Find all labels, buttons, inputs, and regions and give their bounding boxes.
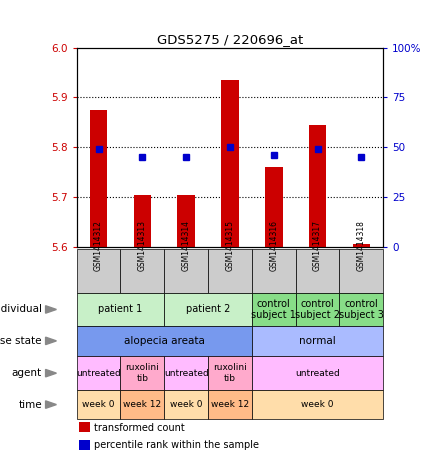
Bar (252, 390, 383, 419)
Bar (79, 422, 90, 432)
Text: GSM1414317: GSM1414317 (313, 220, 322, 271)
Text: disease state: disease state (0, 336, 42, 346)
Text: week 12: week 12 (123, 400, 162, 409)
Bar (296, 249, 339, 294)
Polygon shape (46, 401, 57, 408)
Polygon shape (46, 370, 57, 377)
Text: GSM1414316: GSM1414316 (269, 220, 278, 271)
Text: week 0: week 0 (170, 400, 202, 409)
Bar (265, 167, 283, 247)
Text: control
subject 2: control subject 2 (295, 299, 340, 320)
Bar (309, 125, 326, 247)
Bar (208, 390, 252, 419)
Text: untreated: untreated (164, 369, 208, 378)
Text: individual: individual (0, 304, 42, 314)
Text: normal: normal (299, 336, 336, 346)
Text: week 0: week 0 (301, 400, 334, 409)
Bar (90, 110, 107, 247)
Bar (208, 249, 252, 294)
Polygon shape (46, 337, 57, 345)
Text: week 0: week 0 (82, 400, 115, 409)
Bar (120, 356, 164, 390)
Bar (77, 356, 120, 390)
Polygon shape (46, 306, 57, 313)
Bar (120, 390, 164, 419)
Text: GSM1414312: GSM1414312 (94, 220, 103, 271)
Text: agent: agent (12, 368, 42, 378)
Bar (208, 356, 252, 390)
Text: ruxolini
tib: ruxolini tib (125, 363, 159, 383)
Bar (252, 326, 383, 356)
Bar (252, 249, 296, 294)
Text: transformed count: transformed count (94, 423, 185, 433)
Bar (164, 294, 252, 326)
Bar (221, 80, 239, 247)
Text: patient 2: patient 2 (186, 304, 230, 314)
Text: untreated: untreated (295, 369, 340, 378)
Bar (77, 249, 120, 294)
Bar (296, 294, 339, 326)
Text: ruxolini
tib: ruxolini tib (213, 363, 247, 383)
Text: GSM1414314: GSM1414314 (182, 220, 191, 271)
Text: untreated: untreated (76, 369, 121, 378)
Text: GSM1414315: GSM1414315 (226, 220, 234, 271)
Bar (177, 194, 195, 247)
Bar (134, 194, 151, 247)
Text: GSM1414313: GSM1414313 (138, 220, 147, 271)
Text: control
subject 3: control subject 3 (339, 299, 384, 320)
Bar (77, 390, 120, 419)
Text: alopecia areata: alopecia areata (124, 336, 205, 346)
Title: GDS5275 / 220696_at: GDS5275 / 220696_at (157, 34, 303, 46)
Bar (252, 356, 383, 390)
Bar (353, 244, 370, 247)
Bar (339, 249, 383, 294)
Bar (79, 440, 90, 449)
Text: percentile rank within the sample: percentile rank within the sample (94, 440, 259, 450)
Bar (339, 294, 383, 326)
Bar (120, 249, 164, 294)
Text: GSM1414318: GSM1414318 (357, 220, 366, 271)
Bar (164, 249, 208, 294)
Bar (77, 294, 164, 326)
Text: patient 1: patient 1 (98, 304, 143, 314)
Bar (252, 294, 296, 326)
Bar (164, 356, 208, 390)
Text: week 12: week 12 (211, 400, 249, 409)
Text: time: time (18, 400, 42, 410)
Text: control
subject 1: control subject 1 (251, 299, 296, 320)
Bar (77, 326, 252, 356)
Bar (164, 390, 208, 419)
